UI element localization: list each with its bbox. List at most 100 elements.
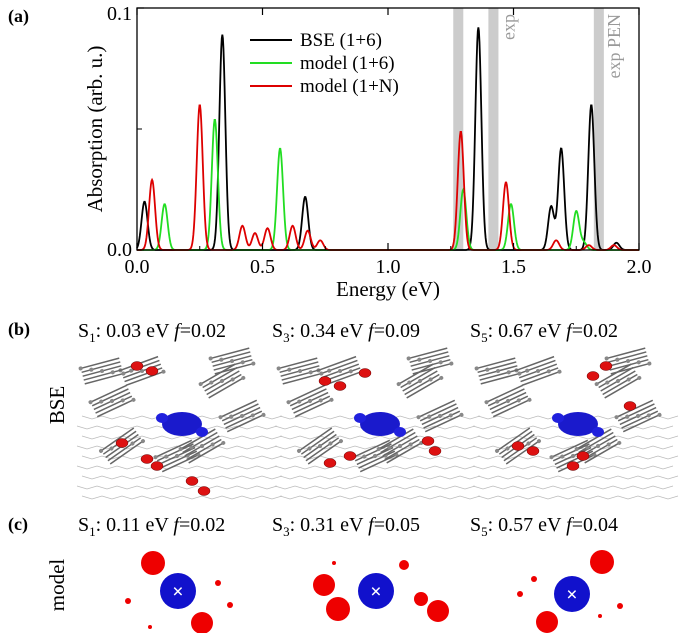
molecule [351,439,399,473]
molecule-bond [293,395,331,414]
molecule-atom [307,446,312,451]
bse-state-index-0: 1 [89,330,96,345]
molecule-bond [202,366,238,389]
model-spot [399,560,409,570]
molecule [88,384,136,418]
molecule-atom [297,448,302,453]
model-spot [531,576,537,582]
molecule-bond [551,439,589,458]
y-tick-label-0: 0.0 [107,239,132,261]
molecule-bond [617,403,655,422]
molecule-atom [604,356,609,361]
molecule-atom [175,454,179,458]
molecule [153,439,201,473]
molecule [484,384,532,418]
model-state-label-1: S3: 0.31 eV f=0.05 [272,514,420,539]
model-state-f-0: f [173,514,181,536]
center-marker-icon: × [172,581,183,603]
model-state-labels: S1: 0.11 eV f=0.02 S3: 0.31 eV f=0.05 S5: … [78,514,618,539]
molecule-bond [521,370,560,387]
molecule-atom [459,412,464,417]
bse-state-fvalue-0: =0.02 [180,320,226,342]
molecule-atom [417,357,422,362]
molecule-bond [384,438,420,461]
molecule-atom [99,399,104,404]
molecule-bond [622,414,660,433]
molecule-bond [226,414,264,433]
bse-state-label-2: S5: 0.67 eV f=0.02 [470,320,618,345]
molecule-bond [90,384,128,403]
model-spot [332,561,336,565]
molecule-atom [606,442,611,447]
substrate-row [81,455,283,460]
molecule-bond [584,442,620,464]
substrate-row [279,455,481,460]
substrate-row [279,475,481,480]
panel-label-c: (c) [8,514,28,535]
axis-ticks: 0.0 0.5 1.0 1.5 2.0 0.0 0.1 [107,3,652,278]
molecule-atom [536,369,540,373]
bse-state-energy-1: : 0.34 eV [290,320,369,342]
model-spot [148,625,152,629]
molecule [78,357,126,385]
molecule-bond [576,428,612,450]
molecule-atom [495,399,500,404]
molecule-atom [496,369,500,373]
molecule-atom [109,446,114,451]
molecule-atom [220,379,224,383]
molecule-bond [604,377,640,399]
molecule-atom [646,413,651,418]
molecule-atom [308,370,313,375]
molecule-atom [549,455,554,460]
molecule-bond [621,410,659,429]
x-tick-label-0: 0.0 [125,256,150,278]
molecule-bond [517,359,556,375]
experimental-bands: exp exp PEN [453,8,624,250]
molecule-bond [486,384,524,403]
molecule-atom [251,361,256,366]
bse-state-fvalue-2: =0.02 [572,320,618,342]
molecule-atom [506,370,511,375]
excitation-spot [566,461,580,471]
bse-structure-1 [274,347,481,500]
exp-band-2 [593,8,604,250]
excitation-spot [526,446,540,456]
excitation-spot [511,441,525,451]
model-state-fvalue-2: =0.04 [572,514,618,536]
center-molecule [558,412,598,436]
molecule-bond [596,363,632,385]
molecule-bond [200,363,236,385]
molecule-atom [230,377,235,382]
bse-structure-0 [76,347,283,500]
molecule-bond [406,377,442,399]
molecule-atom [240,360,245,365]
model-state-fvalue-1: =0.05 [374,514,420,536]
molecule-atom [110,370,115,375]
molecule-atom [219,357,224,362]
molecule-bond [81,361,121,374]
molecule-atom [121,371,126,376]
exp-band-label-1: exp [498,14,518,40]
molecule-bond [125,370,164,387]
molecule-bond [477,361,517,374]
molecule-atom [110,399,114,403]
x-tick-label-3: 1.5 [501,256,526,278]
molecule-atom [485,367,490,372]
model-spot [536,611,558,633]
molecule-bond [353,439,391,458]
center-molecule-lobe [354,413,366,423]
molecule-atom [99,448,104,453]
molecule-bond [378,428,414,450]
molecule-bond [419,403,457,422]
exp-band-label-2: exp PEN [604,14,624,79]
molecule-atom [376,447,381,452]
molecule [118,355,166,387]
molecule-bond [598,366,634,389]
molecule-bond [210,347,250,360]
molecule-atom [348,369,353,374]
molecule-bond [609,358,649,371]
molecule-atom [418,379,422,383]
molecule-atom [130,441,135,446]
molecule-atom [373,454,377,458]
molecule-atom [221,440,226,445]
